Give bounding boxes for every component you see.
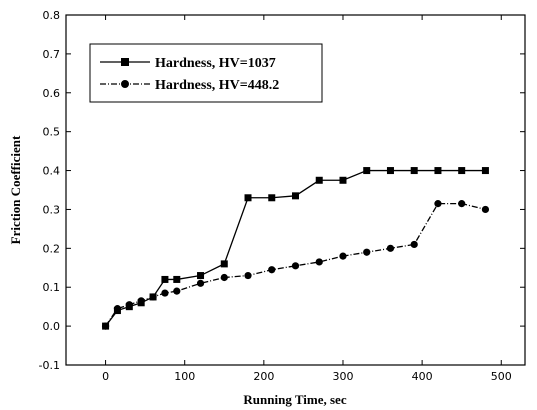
x-axis-label: Running Time, sec: [243, 392, 346, 407]
data-point-square: [268, 194, 276, 202]
data-point-circle: [137, 297, 145, 305]
data-point-circle: [125, 301, 133, 309]
data-point-square: [220, 260, 228, 268]
y-tick-label: -0.1: [39, 359, 60, 372]
legend-marker-square: [121, 58, 129, 66]
x-tick-label: 200: [253, 370, 274, 383]
data-point-square: [481, 167, 489, 175]
data-point-circle: [458, 200, 466, 208]
data-point-circle: [196, 279, 205, 287]
data-point-circle: [113, 305, 122, 313]
data-point-circle: [101, 322, 110, 330]
y-tick-label: 0.1: [43, 281, 61, 294]
data-point-circle: [173, 287, 181, 295]
data-point-square: [173, 275, 181, 283]
data-point-circle: [410, 240, 418, 249]
y-axis-label: Friction Coefficient: [8, 135, 23, 244]
legend-entries: Hardness, HV=1037 Hardness, HV=448.2: [100, 56, 279, 93]
y-tick-label: 0.7: [43, 48, 61, 61]
data-point-circle: [291, 262, 300, 270]
data-point-square: [161, 275, 169, 283]
data-point-square: [197, 272, 205, 280]
data-point-circle: [434, 200, 442, 208]
data-point-circle: [481, 205, 490, 214]
data-point-square: [244, 194, 252, 202]
x-tick-label: 500: [491, 370, 512, 383]
data-point-square: [386, 167, 394, 175]
legend: Hardness, HV=1037 Hardness, HV=448.2: [89, 43, 323, 103]
x-tick-label: 100: [174, 370, 195, 383]
x-tick-label: 300: [332, 370, 353, 383]
y-tick-label: 0.2: [43, 242, 61, 255]
data-point-circle: [244, 271, 252, 280]
legend-label-2: Hardness, HV=448.2: [155, 78, 279, 93]
data-point-square: [292, 192, 299, 200]
data-point-square: [458, 167, 466, 175]
legend-marker-circle: [121, 80, 129, 88]
data-point-circle: [386, 244, 395, 252]
series-layer: [101, 167, 490, 330]
y-tick-label: 0.3: [43, 203, 61, 216]
y-tick-label: 0.4: [43, 165, 61, 178]
data-point-square: [339, 176, 347, 184]
legend-box: [89, 43, 323, 103]
y-tick-label: 0.8: [43, 9, 61, 22]
data-point-square: [315, 176, 323, 184]
data-point-circle: [161, 289, 169, 297]
y-tick-label: 0.0: [43, 320, 61, 333]
legend-label-1: Hardness, HV=1037: [155, 56, 276, 71]
plot-frame: [65, 14, 526, 366]
data-point-square: [363, 167, 371, 175]
x-tick-label: 0: [102, 370, 109, 383]
axis-ticks: 0 100 200 300 400 500 -0.1 0.0 0.1 0.2 0.3 0.4 0.5 0.…: [39, 9, 525, 383]
data-point-circle: [315, 258, 323, 266]
data-point-circle: [339, 252, 347, 260]
x-tick-label: 400: [412, 370, 433, 383]
y-tick-label: 0.5: [43, 126, 61, 139]
y-tick-label: 0.6: [43, 87, 61, 100]
data-point-circle: [268, 266, 276, 274]
data-point-circle: [149, 293, 157, 301]
data-point-square: [410, 167, 418, 175]
data-point-circle: [363, 248, 371, 256]
data-point-square: [434, 167, 442, 175]
data-point-circle: [220, 273, 228, 282]
